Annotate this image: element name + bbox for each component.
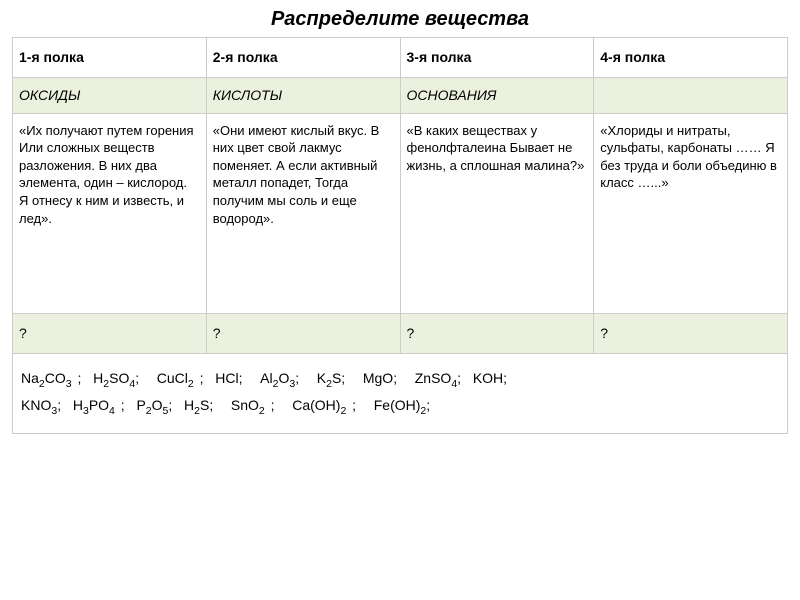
page-title: Распределите вещества [12,8,788,31]
category-row: ОКСИДЫ КИСЛОТЫ ОСНОВАНИЯ [13,77,788,113]
description-cell-1: «Их получают путем горения Или сложных в… [13,113,207,313]
formula-line-2: KNO3; H3PO4 ; P2O5; H2S; SnO2 ; Ca(OH)2 … [21,397,430,413]
header-row: 1-я полка 2-я полка 3-я полка 4-я полка [13,38,788,78]
header-cell-1: 1-я полка [13,38,207,78]
question-row: ? ? ? ? [13,313,788,353]
description-row: «Их получают путем горения Или сложных в… [13,113,788,313]
formulas-container: Na2CO3 ; H2SO4; CuCl2 ; HCl; Al2O3; K2S;… [21,366,779,421]
header-cell-3: 3-я полка [400,38,594,78]
classification-table: 1-я полка 2-я полка 3-я полка 4-я полка … [12,37,788,434]
category-cell-2: КИСЛОТЫ [206,77,400,113]
header-cell-4: 4-я полка [594,38,788,78]
description-cell-3: «В каких веществах у фенолфталеина Бывае… [400,113,594,313]
description-cell-4: «Хлориды и нитраты, сульфаты, карбонаты … [594,113,788,313]
question-cell-2: ? [206,313,400,353]
formula-line-1: Na2CO3 ; H2SO4; CuCl2 ; HCl; Al2O3; K2S;… [21,370,507,386]
question-cell-3: ? [400,313,594,353]
category-cell-3: ОСНОВАНИЯ [400,77,594,113]
formula-row: Na2CO3 ; H2SO4; CuCl2 ; HCl; Al2O3; K2S;… [13,353,788,433]
description-cell-2: «Они имеют кислый вкус. В них цвет свой … [206,113,400,313]
question-cell-4: ? [594,313,788,353]
formula-cell: Na2CO3 ; H2SO4; CuCl2 ; HCl; Al2O3; K2S;… [13,353,788,433]
category-cell-4 [594,77,788,113]
question-cell-1: ? [13,313,207,353]
category-cell-1: ОКСИДЫ [13,77,207,113]
page-container: Распределите вещества 1-я полка 2-я полк… [0,0,800,442]
header-cell-2: 2-я полка [206,38,400,78]
